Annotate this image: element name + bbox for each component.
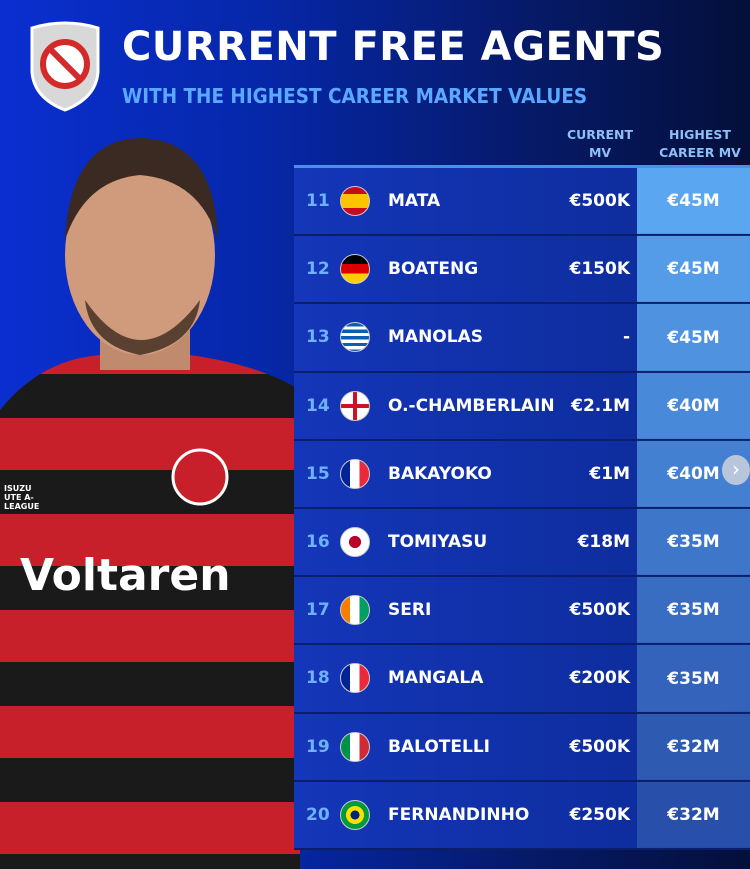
career-mv: €32M bbox=[637, 781, 750, 848]
rank: 20 bbox=[306, 804, 330, 825]
current-mv: €250K bbox=[569, 804, 631, 825]
table-row: 19 BALOTELLI €500K €32M bbox=[294, 713, 750, 782]
current-mv: €1M bbox=[589, 463, 630, 484]
flag-japan-icon bbox=[340, 527, 370, 558]
chevron-right-icon[interactable]: › bbox=[722, 455, 750, 485]
column-header-current-mv: CURRENT MV bbox=[566, 127, 634, 160]
player-name: MANOLAS bbox=[388, 327, 483, 348]
flag-spain-icon bbox=[340, 186, 370, 217]
player-name: FERNANDINHO bbox=[388, 804, 530, 825]
current-mv: €18M bbox=[577, 532, 630, 553]
table-row: 13 MANOLAS - €45M bbox=[294, 304, 750, 373]
table-row: 17 SERI €500K €35M bbox=[294, 577, 750, 646]
player-name: BALOTELLI bbox=[388, 736, 490, 757]
player-photo: Voltaren bbox=[0, 138, 300, 869]
flag-france-icon bbox=[340, 458, 370, 489]
page-title: CURRENT FREE AGENTS bbox=[122, 24, 665, 70]
flag-germany-icon bbox=[340, 254, 370, 285]
career-mv: €45M bbox=[637, 236, 750, 303]
player-name: BAKAYOKO bbox=[388, 463, 492, 484]
flag-england-icon bbox=[340, 390, 370, 421]
career-mv: €45M bbox=[637, 304, 750, 371]
career-mv: €35M bbox=[637, 508, 750, 576]
player-name: SERI bbox=[388, 600, 432, 621]
rank: 19 bbox=[306, 736, 330, 757]
current-mv: €200K bbox=[569, 668, 631, 689]
flag-brazil-icon bbox=[340, 799, 370, 830]
rank: 14 bbox=[306, 395, 330, 416]
current-mv: - bbox=[622, 327, 630, 348]
table-row: 20 FERNANDINHO €250K €32M bbox=[294, 781, 750, 850]
career-mv: €40M bbox=[637, 372, 750, 439]
career-mv: €45M bbox=[637, 168, 750, 235]
flag-ivory-coast-icon bbox=[340, 595, 370, 626]
player-name: MATA bbox=[388, 191, 441, 212]
flag-greece-icon bbox=[340, 322, 370, 353]
no-entry-shield-icon bbox=[30, 21, 100, 112]
flag-france-icon bbox=[340, 663, 370, 694]
career-mv: €32M bbox=[637, 713, 750, 780]
player-name: BOATENG bbox=[388, 259, 479, 280]
rank: 17 bbox=[306, 600, 330, 621]
current-mv: €500K bbox=[569, 600, 631, 621]
current-mv: €500K bbox=[569, 191, 631, 212]
player-name: O.-CHAMBERLAIN bbox=[388, 395, 555, 416]
rank: 18 bbox=[306, 668, 330, 689]
rank: 11 bbox=[306, 191, 330, 212]
page-subtitle: WITH THE HIGHEST CAREER MARKET VALUES bbox=[122, 84, 588, 108]
table-row: 16 TOMIYASU €18M €35M bbox=[294, 508, 750, 578]
career-mv: €35M bbox=[637, 577, 750, 644]
player-name: MANGALA bbox=[388, 668, 484, 689]
rank: 15 bbox=[306, 463, 330, 484]
current-mv: €150K bbox=[569, 259, 631, 280]
rank: 13 bbox=[306, 327, 330, 348]
table-row: 12 BOATENG €150K €45M bbox=[294, 236, 750, 305]
table-row: 14 O.-CHAMBERLAIN €2.1M €40M bbox=[294, 372, 750, 441]
column-header-career-mv: HIGHEST CAREER MV bbox=[659, 127, 741, 160]
table-row: 18 MANGALA €200K €35M bbox=[294, 645, 750, 714]
rank: 16 bbox=[306, 532, 330, 553]
jersey-sleeve-patch: ISUZU UTE A-LEAGUE bbox=[4, 484, 40, 511]
career-mv: €35M bbox=[637, 645, 750, 712]
player-name: TOMIYASU bbox=[388, 532, 488, 553]
flag-italy-icon bbox=[340, 731, 370, 762]
free-agents-table: 11 MATA €500K €45M 12 BOATENG €150K €45M 1… bbox=[294, 165, 750, 850]
current-mv: €2.1M bbox=[571, 395, 630, 416]
current-mv: €500K bbox=[569, 736, 631, 757]
table-row: 15 BAKAYOKO €1M €40M bbox=[294, 440, 750, 509]
rank: 12 bbox=[306, 259, 330, 280]
table-row: 11 MATA €500K €45M bbox=[294, 168, 750, 237]
jersey-sponsor: Voltaren bbox=[20, 550, 231, 601]
